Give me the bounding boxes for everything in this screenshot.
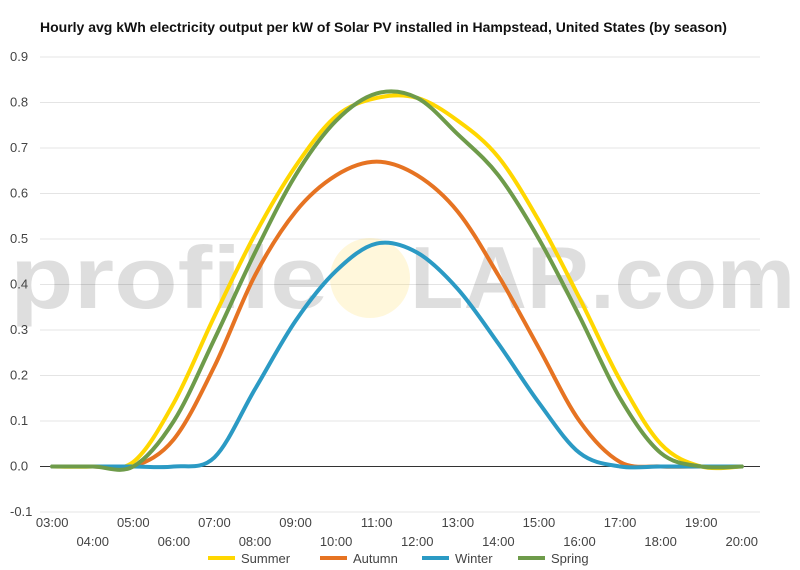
y-tick-label: 0.7 <box>10 140 28 155</box>
x-tick-label: 16:00 <box>563 534 596 549</box>
legend-label-spring: Spring <box>551 551 589 566</box>
watermark: profile LAR.com <box>10 228 795 327</box>
legend-label-winter: Winter <box>455 551 493 566</box>
x-tick-label: 07:00 <box>198 515 231 530</box>
y-tick-label: 0.8 <box>10 95 28 110</box>
x-tick-label: 13:00 <box>442 515 475 530</box>
watermark-text-left: profile <box>10 228 328 327</box>
x-tick-label: 08:00 <box>239 534 272 549</box>
x-tick-label: 14:00 <box>482 534 515 549</box>
x-tick-label: 10:00 <box>320 534 353 549</box>
x-tick-label: 04:00 <box>76 534 109 549</box>
legend: Summer Autumn Winter Spring <box>208 551 589 566</box>
y-tick-label: 0.0 <box>10 459 28 474</box>
x-tick-label: 05:00 <box>117 515 150 530</box>
x-tick-label: 20:00 <box>725 534 758 549</box>
series-line-winter <box>50 240 744 470</box>
y-tick-label: 0.6 <box>10 186 28 201</box>
y-tick-label: 0.4 <box>10 277 28 292</box>
x-tick-label: 15:00 <box>523 515 556 530</box>
x-axis: 03:00 04:00 05:00 06:00 07:00 08:00 09:00 10:00… <box>36 515 758 549</box>
y-axis: -0.1 0.0 0.1 0.2 0.3 0.4 0.5 0.6 0.7 0.8 0.9 <box>10 49 32 519</box>
y-tick-label: 0.1 <box>10 413 28 428</box>
legend-label-autumn: Autumn <box>353 551 398 566</box>
y-tick-label: 0.2 <box>10 368 28 383</box>
series-line-spring <box>50 89 744 472</box>
x-tick-label: 06:00 <box>158 534 191 549</box>
legend-label-summer: Summer <box>241 551 291 566</box>
chart-title: Hourly avg kWh electricity output per kW… <box>40 19 727 35</box>
y-tick-label: 0.9 <box>10 49 28 64</box>
x-tick-label: 11:00 <box>361 515 393 530</box>
x-tick-label: 09:00 <box>279 515 312 530</box>
watermark-text-right: LAR.com <box>410 228 795 327</box>
series-line-summer <box>50 93 744 471</box>
watermark-sun <box>330 238 410 318</box>
series-line-autumn <box>50 159 744 471</box>
y-tick-label: -0.1 <box>10 504 32 519</box>
y-tick-label: 0.5 <box>10 231 28 246</box>
grid-lines <box>40 56 760 513</box>
x-tick-label: 12:00 <box>401 534 434 549</box>
x-tick-label: 17:00 <box>604 515 637 530</box>
series-lines <box>50 89 744 472</box>
x-tick-label: 03:00 <box>36 515 69 530</box>
x-tick-label: 18:00 <box>644 534 677 549</box>
y-tick-label: 0.3 <box>10 322 28 337</box>
x-tick-label: 19:00 <box>685 515 718 530</box>
